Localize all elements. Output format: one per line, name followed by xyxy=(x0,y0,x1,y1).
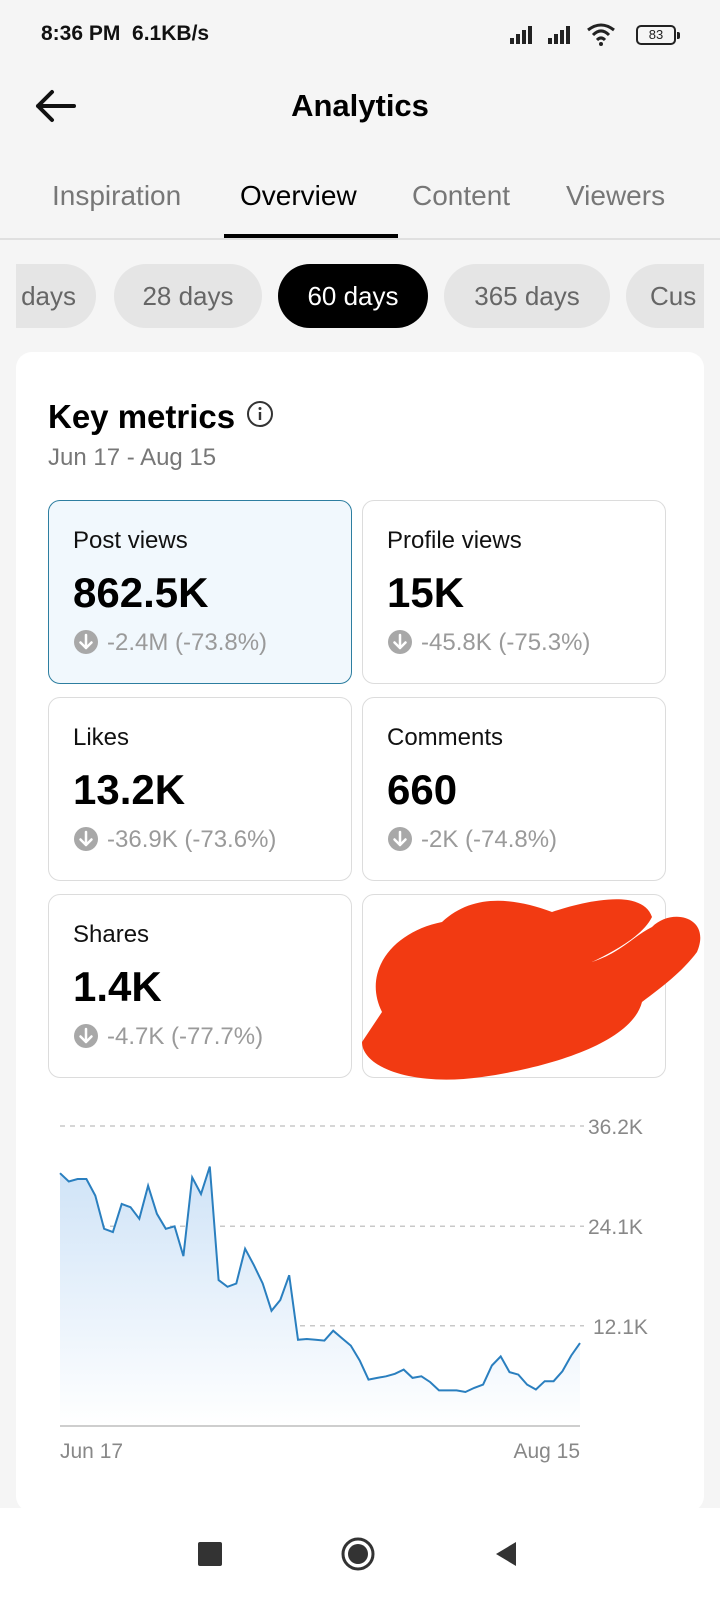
metric-shares[interactable]: Shares 1.4K -4.7K (-77.7%) xyxy=(48,894,352,1078)
metric-change-text: -2K (-74.8%) xyxy=(421,826,558,853)
chip-60-days[interactable]: 60 days xyxy=(278,264,428,328)
tab-bar: Inspiration Overview Content Viewers xyxy=(0,160,720,240)
metric-profile-views[interactable]: Profile views 15K -45.8K (-75.3%) xyxy=(362,500,666,684)
metric-change: -45.8K (-75.3%) xyxy=(387,629,590,657)
status-time: 8:36 PM 6.1KB/s xyxy=(41,22,209,46)
metric-value: 15K xyxy=(387,569,465,616)
metric-change-text: -2.4M (-73.8%) xyxy=(107,629,268,656)
metric-value: 13.2K xyxy=(73,766,186,813)
arrow-down-circle-icon xyxy=(388,827,412,851)
metric-post-views[interactable]: Post views 862.5K -2.4M (-73.8%) xyxy=(48,500,352,684)
metric-change: -4.7K (-77.7%) xyxy=(73,1023,263,1051)
chip-28-days[interactable]: 28 days xyxy=(114,264,262,328)
battery-icon: 83 xyxy=(636,25,680,45)
page-title: Analytics xyxy=(291,88,429,123)
info-icon[interactable] xyxy=(246,400,274,428)
tab-inspiration[interactable]: Inspiration xyxy=(52,180,182,211)
metric-change: -36.9K (-73.6%) xyxy=(73,826,276,854)
chart-gridlines xyxy=(60,1125,584,1327)
date-range: Jun 17 - Aug 15 xyxy=(48,444,217,471)
arrow-down-circle-icon xyxy=(388,630,412,654)
metric-change-text: -45.8K (-75.3%) xyxy=(421,629,591,656)
metric-value: 660 xyxy=(387,766,458,813)
metric-change-text: -4.7K (-77.7%) xyxy=(107,1023,264,1050)
metric-change: -2K (-74.8%) xyxy=(387,826,557,854)
metric-value: 862.5K xyxy=(73,569,209,616)
chip-7-days[interactable]: days xyxy=(16,264,96,328)
x-tick-label-start: Jun 17 xyxy=(60,1440,123,1463)
tab-overview[interactable]: Overview xyxy=(240,180,357,211)
metric-comments[interactable]: Comments 660 -2K (-74.8%) xyxy=(362,697,666,881)
key-metrics-title: Key metrics xyxy=(48,398,236,435)
period-selector: days 28 days 60 days 365 days Cus xyxy=(16,264,704,330)
arrow-down-circle-icon xyxy=(74,1024,98,1048)
signal-icon xyxy=(510,26,532,44)
metric-likes[interactable]: Likes 13.2K -36.9K (-73.6%) xyxy=(48,697,352,881)
redaction-scribble xyxy=(362,899,701,1080)
y-tick-label-1: 24.1K xyxy=(588,1216,643,1239)
home-icon[interactable] xyxy=(340,1536,376,1572)
signal-icon-2 xyxy=(548,26,570,44)
tab-viewers[interactable]: Viewers xyxy=(566,180,666,211)
chip-custom[interactable]: Cus xyxy=(626,264,704,328)
x-tick-label-end: Aug 15 xyxy=(513,1440,580,1463)
chart-series-line xyxy=(59,1166,581,1394)
metric-label: Likes xyxy=(73,724,130,751)
y-tick-label-0: 36.2K xyxy=(588,1116,643,1139)
clock-text: 8:36 PM xyxy=(41,22,121,45)
metric-label: Profile views xyxy=(387,527,522,554)
metric-label: Post views xyxy=(73,527,188,554)
metric-change: -2.4M (-73.8%) xyxy=(73,629,267,657)
metric-label: Shares xyxy=(73,921,150,948)
metric-label: Comments xyxy=(387,724,504,751)
key-metrics-card: Key metrics Jun 17 - Aug 15 Post views 8… xyxy=(16,352,704,1512)
y-tick-label-2: 12.1K xyxy=(593,1316,648,1339)
network-speed: 6.1KB/s xyxy=(132,22,210,45)
tab-content[interactable]: Content xyxy=(412,180,511,211)
battery-level: 83 xyxy=(648,27,664,42)
post-views-chart: 36.2K 24.1K 12.1K Jun 17 Aug 15 xyxy=(59,1116,648,1463)
arrow-down-circle-icon xyxy=(74,827,98,851)
active-tab-indicator xyxy=(224,234,398,238)
arrow-down-circle-icon xyxy=(74,630,98,654)
status-bar: 8:36 PM 6.1KB/s 83 xyxy=(0,0,720,70)
metric-change-text: -36.9K (-73.6%) xyxy=(107,826,277,853)
system-nav-bar xyxy=(0,1508,720,1600)
arrow-left-icon[interactable] xyxy=(30,84,82,128)
chip-365-days[interactable]: 365 days xyxy=(444,264,610,328)
chart-area-fill xyxy=(60,1166,580,1426)
app-bar: Analytics xyxy=(0,70,720,150)
recents-icon[interactable] xyxy=(198,1542,222,1566)
wifi-icon xyxy=(587,23,615,46)
back-triangle-icon[interactable] xyxy=(492,1540,520,1568)
metric-value: 1.4K xyxy=(73,963,162,1010)
